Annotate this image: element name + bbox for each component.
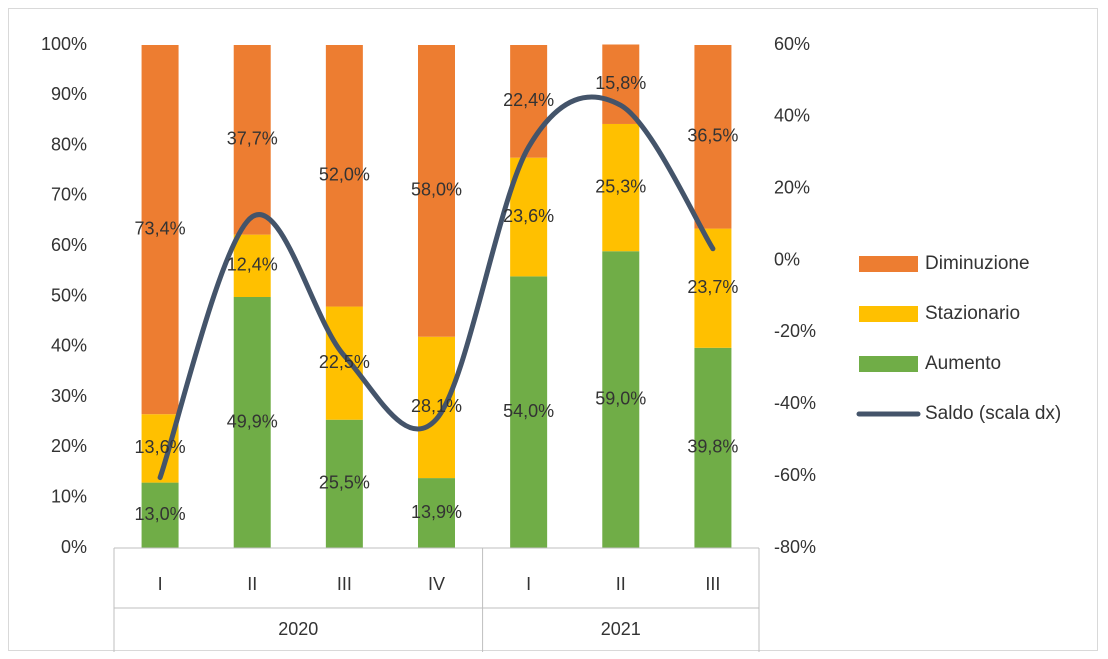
- x-category-label: III: [705, 574, 720, 594]
- data-label-stazionario: 22,5%: [319, 352, 370, 372]
- bar-diminuzione-3: [325, 45, 363, 307]
- bar-stazionario-6: [602, 123, 640, 252]
- bar-aumento-2: [233, 297, 271, 548]
- data-label-aumento: 25,5%: [319, 473, 370, 493]
- legend-label: Diminuzione: [925, 253, 1030, 274]
- data-label-stazionario: 25,3%: [595, 176, 646, 196]
- data-label-diminuzione: 36,5%: [687, 126, 738, 146]
- data-label-aumento: 39,8%: [687, 437, 738, 457]
- bar-diminuzione-2: [233, 45, 271, 235]
- bar-aumento-1: [141, 482, 179, 548]
- bar-aumento-4: [418, 478, 455, 548]
- bar-stazionario-3: [325, 306, 363, 420]
- x-category-label: III: [337, 574, 352, 594]
- x-group-label: 2020: [278, 619, 318, 639]
- bar-aumento-7: [694, 347, 732, 548]
- y-left-tick-label: 80%: [51, 134, 87, 154]
- y-right-tick-label: -20%: [774, 321, 816, 341]
- x-group-label: 2021: [601, 619, 641, 639]
- y-left-tick-label: 10%: [51, 486, 87, 506]
- y-right-tick-label: -40%: [774, 393, 816, 413]
- y-left-tick-label: 0%: [61, 537, 87, 557]
- bar-diminuzione-5: [510, 45, 548, 158]
- data-label-diminuzione: 22,4%: [503, 90, 554, 110]
- bar-stazionario-4: [418, 336, 455, 479]
- y-left-tick-label: 90%: [51, 84, 87, 104]
- bar-aumento-6: [602, 251, 640, 549]
- data-label-diminuzione: 73,4%: [135, 218, 186, 238]
- bar-aumento-5: [510, 276, 548, 548]
- y-left-tick-label: 60%: [51, 235, 87, 255]
- y-right-tick-label: 60%: [774, 34, 810, 54]
- bar-diminuzione-1: [141, 45, 179, 415]
- legend-swatch-aumento: [859, 356, 918, 372]
- data-label-stazionario: 28,1%: [411, 396, 462, 416]
- data-label-aumento: 13,9%: [411, 502, 462, 522]
- legend-label: Stazionario: [925, 303, 1020, 324]
- y-right-tick-label: -60%: [774, 465, 816, 485]
- legend-swatch-stazionario: [859, 306, 918, 322]
- x-category-label: IV: [428, 574, 445, 594]
- x-category-label: II: [247, 574, 257, 594]
- data-label-stazionario: 23,7%: [687, 277, 738, 297]
- y-left-tick-label: 40%: [51, 336, 87, 356]
- data-label-diminuzione: 52,0%: [319, 165, 370, 185]
- bar-aumento-3: [325, 419, 363, 548]
- y-right-tick-label: 20%: [774, 177, 810, 197]
- stacked-bar-line-chart: 0% 10% 20% 30% 40% 50% 60% 70% 80% 90% 100% -80% -60…: [41, 34, 1061, 652]
- y-left-tick-label: 50%: [51, 285, 87, 305]
- bar-diminuzione-4: [418, 45, 455, 337]
- data-label-stazionario: 13,6%: [135, 437, 186, 457]
- data-label-diminuzione: 37,7%: [227, 129, 278, 149]
- y-left-tick-label: 100%: [41, 34, 87, 54]
- data-label-stazionario: 12,4%: [227, 255, 278, 275]
- data-label-aumento: 49,9%: [227, 411, 278, 431]
- data-label-diminuzione: 58,0%: [411, 180, 462, 200]
- y-left-tick-label: 30%: [51, 386, 87, 406]
- x-category-label: I: [526, 574, 531, 594]
- data-label-stazionario: 23,6%: [503, 206, 554, 226]
- data-label-aumento: 54,0%: [503, 401, 554, 421]
- bar-diminuzione-6: [602, 44, 640, 124]
- data-label-aumento: 59,0%: [595, 388, 646, 408]
- x-category-label: I: [158, 574, 163, 594]
- bar-diminuzione-7: [694, 45, 732, 229]
- chart-frame: 0% 10% 20% 30% 40% 50% 60% 70% 80% 90% 100% -80% -60…: [8, 8, 1098, 652]
- data-label-aumento: 13,0%: [135, 504, 186, 524]
- bar-stazionario-2: [233, 234, 271, 298]
- x-category-label: II: [616, 574, 626, 594]
- y-right-tick-label: 0%: [774, 249, 800, 269]
- y-left-tick-label: 20%: [51, 436, 87, 456]
- legend-label: Aumento: [925, 353, 1001, 374]
- y-right-tick-label: -80%: [774, 537, 816, 557]
- legend-label: Saldo (scala dx): [925, 403, 1061, 424]
- y-right-tick-label: 40%: [774, 106, 810, 126]
- y-left-tick-label: 70%: [51, 185, 87, 205]
- data-label-diminuzione: 15,8%: [595, 73, 646, 93]
- legend-swatch-diminuzione: [859, 256, 918, 272]
